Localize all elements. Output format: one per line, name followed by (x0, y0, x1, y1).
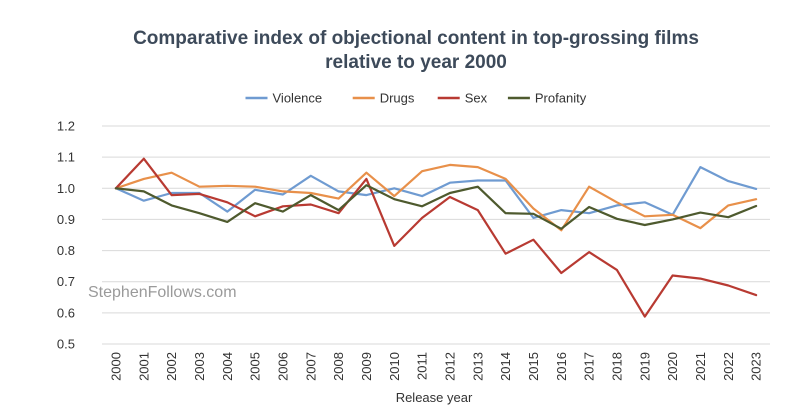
x-tick-label: 2005 (248, 352, 263, 381)
series-line-drugs (114, 163, 758, 232)
watermark: StephenFollows.com (88, 284, 237, 301)
y-tick-label: 1.2 (57, 119, 75, 134)
y-tick-label: 1.0 (57, 181, 75, 196)
x-tick-label: 2006 (275, 352, 290, 381)
y-axis-ticks: 0.5 0.6 0.7 0.8 0.9 1.0 1.1 1.2 (57, 119, 75, 352)
x-tick-label: 2015 (526, 352, 541, 381)
x-tick-label: 2008 (331, 352, 346, 381)
gridlines (102, 125, 770, 345)
y-tick-label: 0.9 (57, 212, 75, 227)
x-tick-label: 2022 (721, 352, 736, 381)
x-tick-label: 2013 (470, 352, 485, 381)
x-tick-label: 2021 (693, 352, 708, 381)
x-tick-label: 2004 (220, 352, 235, 381)
x-tick-label: 2016 (554, 352, 569, 381)
y-tick-label: 1.1 (57, 150, 75, 165)
x-tick-label: 2010 (387, 352, 402, 381)
series-line-sex (114, 157, 758, 318)
chart-title-line-2: relative to year 2000 (325, 52, 507, 73)
x-axis-ticks: 2000 2001 2002 2003 2004 2005 2006 2007 2008 2009… (108, 352, 763, 381)
y-tick-label: 0.8 (57, 243, 75, 258)
series-line-profanity (114, 184, 758, 230)
y-tick-label: 0.6 (57, 305, 75, 320)
chart-title-line-1: Comparative index of objectional content… (133, 28, 699, 49)
x-tick-label: 2019 (637, 352, 652, 381)
x-tick-label: 2002 (164, 352, 179, 381)
legend-label-profanity: Profanity (535, 91, 587, 106)
x-tick-label: 2023 (749, 352, 764, 381)
x-tick-label: 2003 (192, 352, 207, 381)
x-tick-label: 2014 (498, 352, 513, 381)
legend-label-violence: Violence (273, 91, 323, 106)
y-tick-label: 0.7 (57, 274, 75, 289)
x-tick-label: 2012 (442, 352, 457, 381)
series-line-violence (114, 166, 758, 219)
x-axis-label: Release year (396, 390, 473, 405)
x-tick-label: 2020 (665, 352, 680, 381)
legend: Violence Drugs Sex Profanity (245, 91, 587, 106)
series-lines (114, 157, 758, 318)
x-tick-label: 2017 (582, 352, 597, 381)
legend-label-sex: Sex (465, 91, 488, 106)
x-tick-label: 2001 (136, 352, 151, 381)
legend-label-drugs: Drugs (380, 91, 415, 106)
x-tick-label: 2011 (415, 352, 430, 380)
x-tick-label: 2018 (609, 352, 624, 381)
y-tick-label: 0.5 (57, 337, 75, 352)
x-tick-label: 2000 (108, 352, 123, 381)
x-tick-label: 2007 (303, 352, 318, 381)
x-tick-label: 2009 (359, 352, 374, 381)
